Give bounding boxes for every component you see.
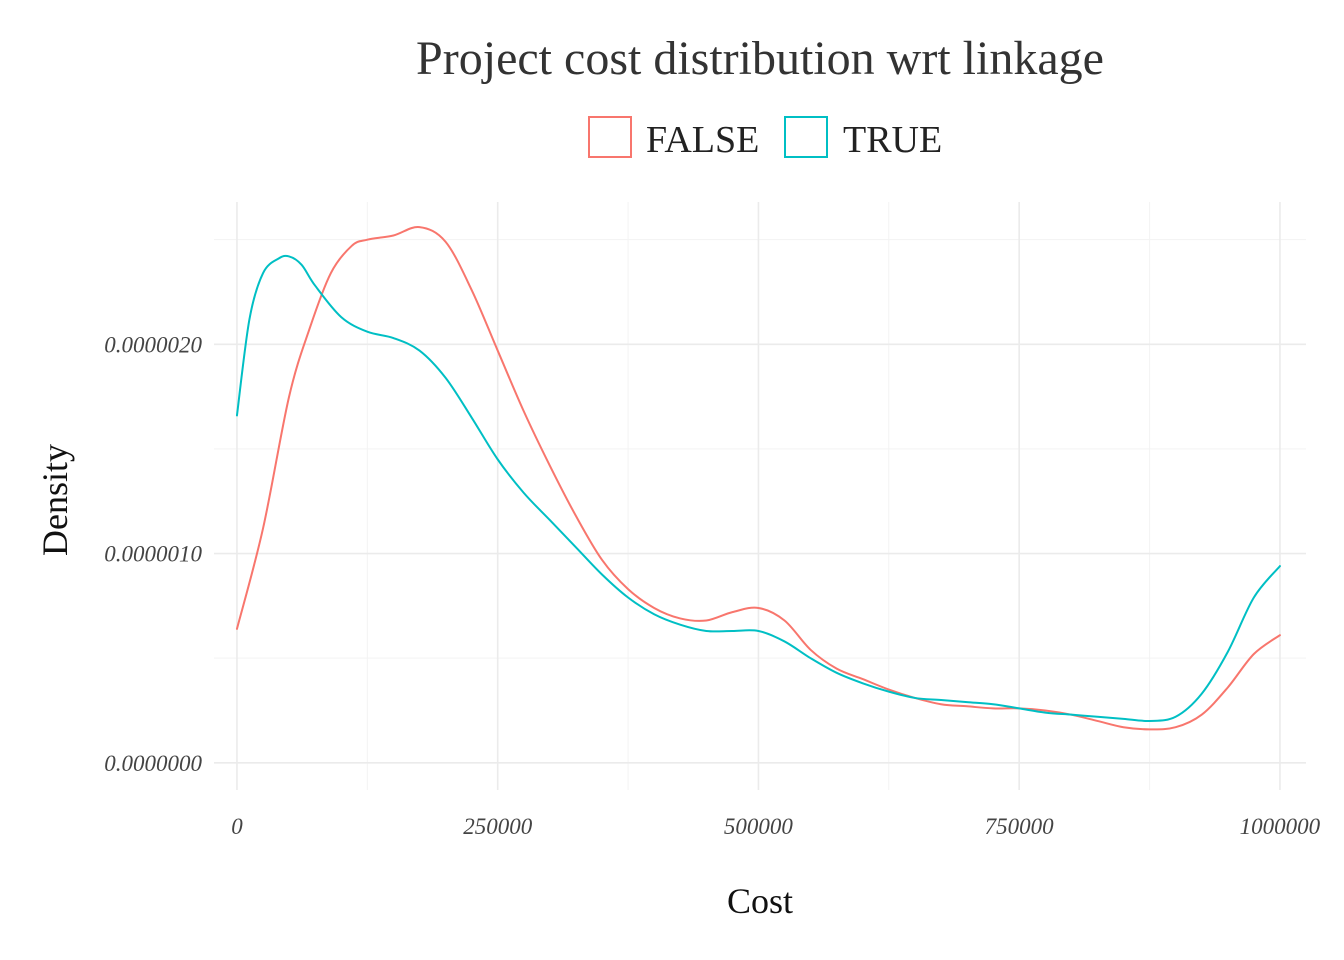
legend-key-false bbox=[588, 116, 632, 158]
legend: FALSE TRUE bbox=[588, 116, 942, 161]
x-tick-label: 1000000 bbox=[1240, 814, 1321, 839]
x-tick-label: 750000 bbox=[985, 814, 1055, 839]
y-tick-label: 0.0000010 bbox=[104, 542, 202, 567]
y-tick-label: 0.0000000 bbox=[104, 751, 202, 776]
y-tick-label: 0.0000020 bbox=[104, 332, 202, 357]
density-line-false bbox=[235, 226, 1281, 731]
legend-key-true bbox=[784, 116, 828, 158]
x-tick-label: 250000 bbox=[463, 814, 533, 839]
legend-label-true: TRUE bbox=[843, 119, 942, 161]
y-axis-label: Density bbox=[35, 444, 75, 556]
y-axis-ticks: 0.0000000 0.0000010 0.0000020 bbox=[104, 332, 202, 776]
plot-grid bbox=[214, 202, 1306, 790]
x-tick-label: 0 bbox=[231, 814, 243, 839]
series-layer bbox=[235, 226, 1281, 731]
x-axis-label: Cost bbox=[727, 881, 793, 921]
x-axis-ticks: 0 250000 500000 750000 1000000 bbox=[231, 814, 1320, 839]
chart-title: Project cost distribution wrt linkage bbox=[416, 32, 1104, 85]
density-line-true bbox=[235, 254, 1281, 722]
legend-label-false: FALSE bbox=[646, 119, 759, 161]
x-tick-label: 500000 bbox=[724, 814, 794, 839]
